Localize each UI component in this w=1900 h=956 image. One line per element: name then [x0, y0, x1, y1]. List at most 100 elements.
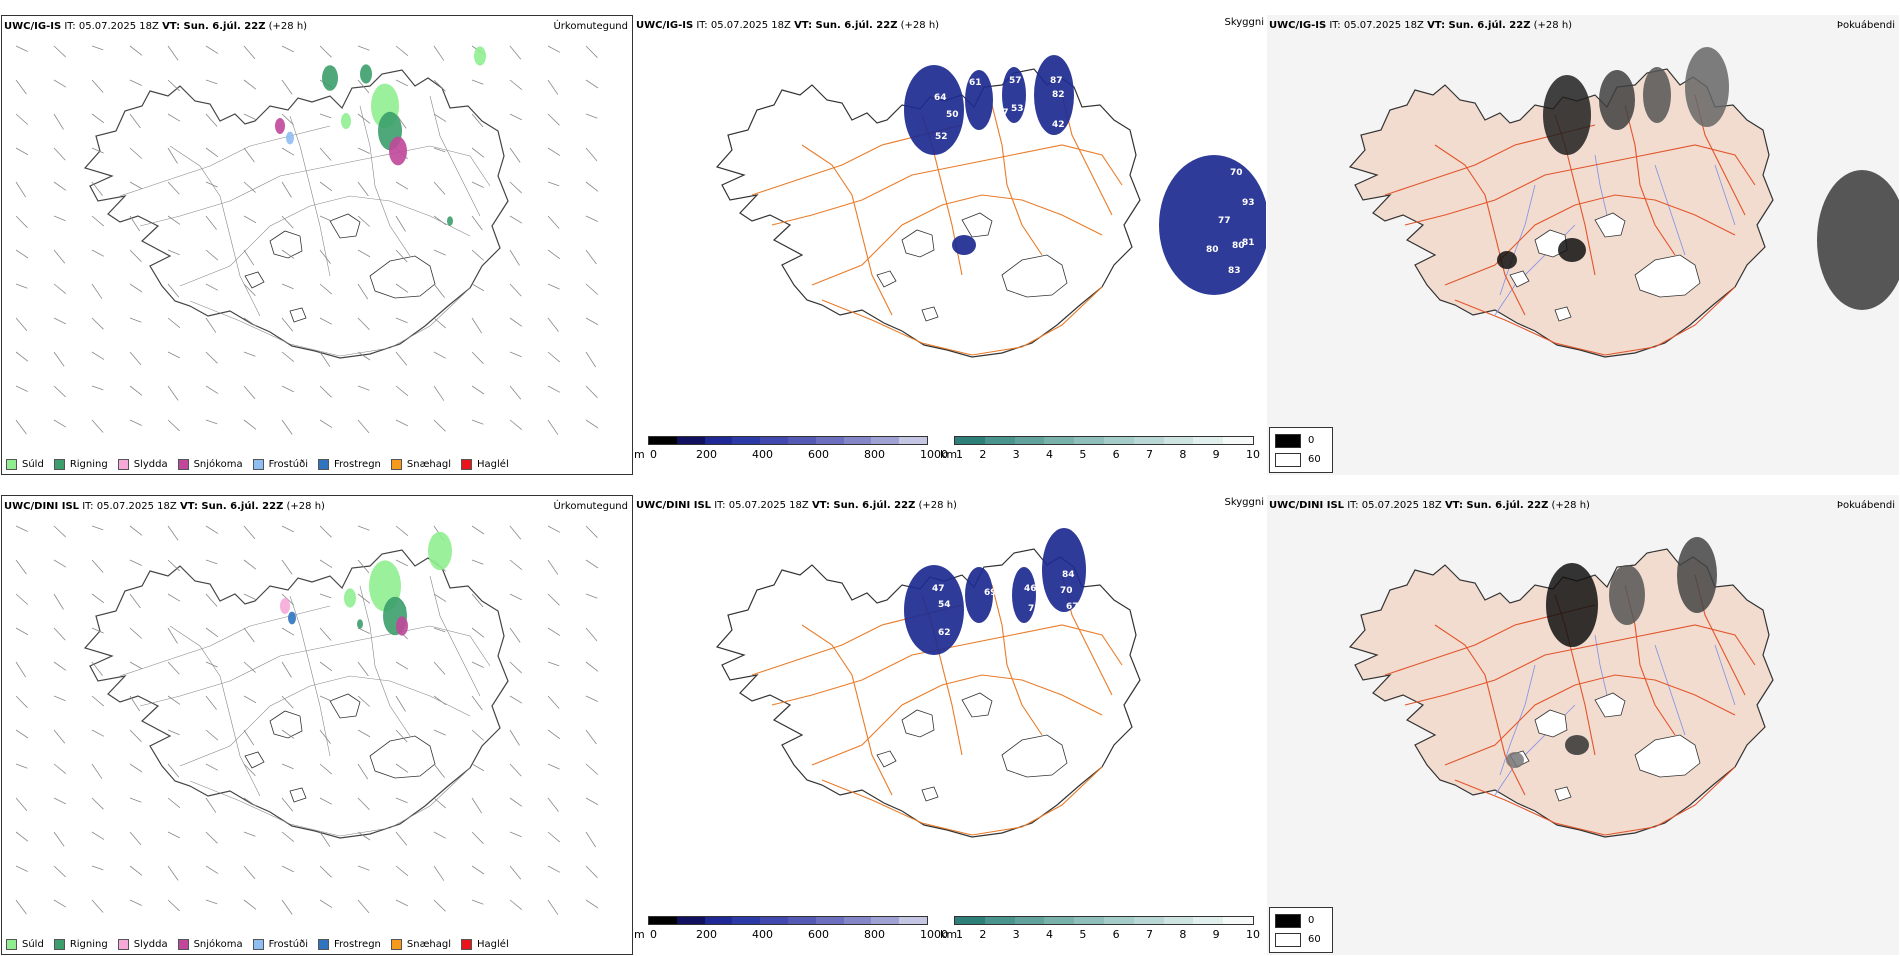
- legend-swatch: [53, 939, 65, 950]
- legend-item: Frostregn: [318, 459, 381, 470]
- precip-cell: [360, 64, 372, 84]
- colorbar-cell: [787, 437, 816, 444]
- colorbar-cell: [871, 917, 900, 924]
- cloud-height-label: 46: [1024, 584, 1037, 594]
- fog-cell: [1643, 67, 1671, 123]
- colorbar-tick: 10: [1246, 928, 1260, 941]
- colorbar-cell: [649, 917, 677, 924]
- legend-item: Rigning: [53, 939, 108, 950]
- panel-header: UWC/DINI ISL IT: 05.07.2025 18Z VT: Sun.…: [1269, 500, 1590, 511]
- colorbar-tick: 10: [1246, 448, 1260, 461]
- cloud-height-label: 75: [1028, 604, 1041, 614]
- colorbar-strip: [954, 436, 1254, 445]
- legend-label: Súld: [22, 459, 44, 470]
- legend-swatch: [117, 459, 129, 470]
- panel-title: Úrkomutegund: [553, 21, 628, 32]
- colorbar-tick: 800: [864, 928, 885, 941]
- colorbar-cell: [649, 437, 677, 444]
- map-layer: [1348, 548, 1774, 838]
- legend-label: Snæhagl: [406, 459, 452, 470]
- fog-label-60: 60: [1308, 454, 1321, 465]
- cloud-height-label: 77: [1218, 216, 1231, 226]
- colorbar-tick: 800: [864, 448, 885, 461]
- fog-swatch-0: [1275, 914, 1301, 928]
- colorbar-cell: [815, 917, 844, 924]
- colorbar-cell: [1074, 917, 1104, 924]
- cloud-height-label: 70: [1230, 168, 1243, 178]
- iceland-precip-map: [15, 45, 599, 435]
- colorbar-unit: km: [940, 448, 958, 461]
- legend-label: Frostúði: [268, 939, 308, 950]
- panel-title: Skyggni: [1224, 497, 1264, 508]
- legend-swatch: [252, 939, 264, 950]
- cloud-panel-top: UWC/IG-IS IT: 05.07.2025 18Z VT: Sun. 6.…: [634, 15, 1266, 475]
- panel-header: UWC/DINI ISL IT: 05.07.2025 18Z VT: Sun.…: [4, 501, 325, 512]
- fog-panel-top: UWC/IG-IS IT: 05.07.2025 18Z VT: Sun. 6.…: [1267, 15, 1899, 475]
- legend-item: Slydda: [117, 939, 168, 950]
- colorbar-tick: 3: [1012, 448, 1020, 461]
- cloud-height-label: 80: [1206, 245, 1219, 255]
- colorbar-tick: 200: [696, 928, 717, 941]
- colorbar-cell: [1163, 437, 1194, 444]
- fog-swatch-0: [1275, 434, 1301, 448]
- colorbar-cell: [1223, 917, 1253, 924]
- colorbar-cell: [787, 917, 816, 924]
- colorbar-cell: [1044, 917, 1075, 924]
- precip-cell: [275, 118, 285, 134]
- cloud-cell: [1012, 567, 1036, 623]
- precip-panel-bottom: UWC/DINI ISL IT: 05.07.2025 18Z VT: Sun.…: [1, 495, 633, 955]
- colorbar-cell: [1133, 917, 1164, 924]
- legend-item: Snæhagl: [390, 459, 452, 470]
- colorbar-tick: 9: [1212, 928, 1220, 941]
- cloud-height-label: 87: [1050, 76, 1063, 86]
- cloud-height-label: 61: [969, 78, 982, 88]
- colorbar-tick: 8: [1179, 448, 1187, 461]
- precip-cell: [396, 616, 408, 636]
- cloud-height-label: 47: [932, 584, 945, 594]
- colorbar-cell: [704, 917, 733, 924]
- map-layer: [715, 548, 1141, 838]
- colorbar-cell: [843, 437, 872, 444]
- cloud-height-label: 52: [935, 132, 948, 142]
- precip-cell: [447, 216, 453, 226]
- colorbar-cell: [1223, 437, 1253, 444]
- legend-swatch: [117, 939, 129, 950]
- precip-cell: [344, 588, 356, 608]
- cloud-cell: [952, 235, 976, 255]
- colorbar-tick: 9: [1212, 448, 1220, 461]
- cloud-height-label: 50: [946, 110, 959, 120]
- fog-cell: [1506, 752, 1524, 768]
- colorbar-cell: [955, 917, 985, 924]
- colorbar-cell: [760, 437, 788, 444]
- cloud-height-label: 84: [1062, 570, 1075, 580]
- fog-cell: [1546, 563, 1598, 647]
- legend-label: Snæhagl: [406, 939, 452, 950]
- cloud-height-label: 54: [938, 600, 951, 610]
- colorbar-tick: 2: [979, 448, 987, 461]
- legend-swatch: [390, 459, 402, 470]
- colorbar-cell: [1103, 917, 1134, 924]
- cloud-height-label: 81: [1242, 238, 1255, 248]
- colorbar-cell: [984, 437, 1015, 444]
- legend-label: Haglél: [477, 459, 509, 470]
- fog-swatch-60: [1275, 933, 1301, 947]
- legend-swatch: [177, 939, 189, 950]
- legend-item: Snæhagl: [390, 939, 452, 950]
- cloud-height-label: 82: [1052, 90, 1065, 100]
- colorbar-tick: 400: [752, 448, 773, 461]
- colorbar-tick: 8: [1179, 928, 1187, 941]
- colorbar-strip: [648, 436, 928, 445]
- legend-label: Súld: [22, 939, 44, 950]
- cloud-cell: [1042, 528, 1086, 612]
- colorbar-tick: 6: [1112, 448, 1120, 461]
- fog-cell: [1599, 70, 1635, 130]
- fog-cell: [1685, 47, 1729, 127]
- colorbar-tick: 4: [1046, 928, 1053, 941]
- legend-label: Frostúði: [268, 459, 308, 470]
- legend-swatch: [390, 939, 402, 950]
- colorbar-tick: 1: [956, 928, 963, 941]
- legend-item: Haglél: [461, 459, 509, 470]
- legend-item: Haglél: [461, 939, 509, 950]
- panel-title: Þokuábendi: [1836, 20, 1895, 31]
